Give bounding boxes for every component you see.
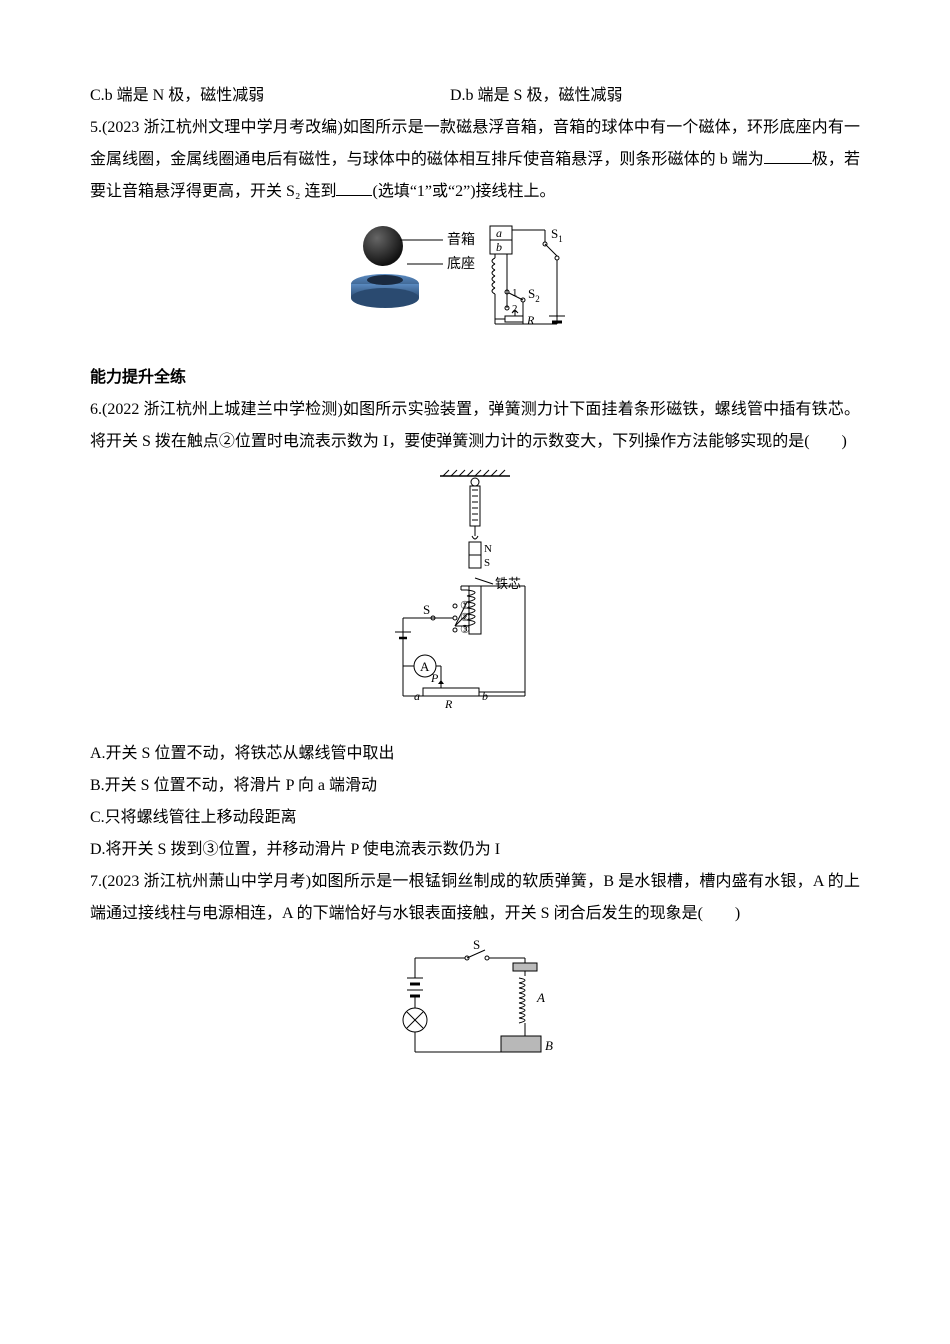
q6-option-c: C.只将螺线管往上移动段距离 — [90, 802, 860, 834]
label-S-mag: S — [484, 557, 490, 569]
label-r: R — [526, 313, 535, 327]
q6-option-a: A.开关 S 位置不动，将铁芯从螺线管中取出 — [90, 738, 860, 770]
q7-text: 7.(2023 浙江杭州萧山中学月考)如图所示是一根锰铜丝制成的软质弹簧，B 是… — [90, 866, 860, 930]
ceiling-hatch — [443, 470, 505, 476]
switch-s1 — [545, 244, 557, 256]
q4-options-cd: C.b 端是 N 极，磁性减弱 D.b 端是 S 极，磁性减弱 — [90, 80, 860, 112]
label-P: P — [430, 671, 439, 685]
rheostat — [423, 688, 479, 696]
speaker-label: 音箱 — [447, 231, 475, 248]
q4-option-c: C.b 端是 N 极，磁性减弱 — [90, 80, 450, 112]
q5-text: 5.(2023 浙江杭州文理中学月考改编)如图所示是一款磁悬浮音箱，音箱的球体中… — [90, 112, 860, 208]
base-hole — [367, 275, 403, 285]
speaker-ball — [363, 226, 403, 266]
label-s2: S2 — [528, 286, 540, 304]
label-R-q6: R — [444, 697, 453, 711]
mercury-trough — [501, 1036, 541, 1052]
label-A-q7: A — [536, 990, 545, 1005]
label-B-q7: B — [545, 1038, 553, 1053]
q5-text-part1: 5.(2023 浙江杭州文理中学月考改编)如图所示是一款磁悬浮音箱，音箱的球体中… — [90, 119, 860, 168]
q5-blank-1 — [764, 147, 812, 164]
q6-figure: N S 铁芯 ① ② ③ S A P a R b — [90, 466, 860, 728]
q6-option-d: D.将开关 S 拨到③位置，并移动滑片 P 使电流表示数仍为 I — [90, 834, 860, 866]
label-b: b — [496, 240, 502, 254]
label-s1: S1 — [551, 226, 563, 244]
q5-figure: 音箱 底座 a b S1 1 2 S2 R — [90, 216, 860, 348]
coil — [492, 258, 507, 294]
q7-figure: S A B — [90, 938, 860, 1090]
terminal-top — [513, 963, 537, 971]
label-N: N — [484, 543, 492, 555]
label-a: a — [496, 226, 502, 240]
ammeter-label: A — [420, 659, 430, 674]
iron-core-label: 铁芯 — [495, 576, 521, 591]
label-c3: ③ — [460, 624, 470, 636]
q6-text: 6.(2022 浙江杭州上城建兰中学检测)如图所示实验装置，弹簧测力计下面挂着条… — [90, 394, 860, 458]
resistor-r — [505, 316, 523, 322]
q5-text-part3: (选填“1”或“2”)接线柱上。 — [372, 183, 555, 200]
base-bottom — [351, 288, 419, 308]
q5-blank-2 — [336, 179, 372, 196]
section-title: 能力提升全练 — [90, 362, 860, 394]
label-S-q7: S — [473, 938, 480, 952]
q4-option-d: D.b 端是 S 极，磁性减弱 — [450, 80, 622, 112]
q6-option-b: B.开关 S 位置不动，将滑片 P 向 a 端滑动 — [90, 770, 860, 802]
slider-arrow — [438, 680, 444, 684]
spring-a — [519, 971, 525, 1036]
label-S-q6: S — [423, 602, 430, 617]
base-label: 底座 — [447, 256, 475, 272]
